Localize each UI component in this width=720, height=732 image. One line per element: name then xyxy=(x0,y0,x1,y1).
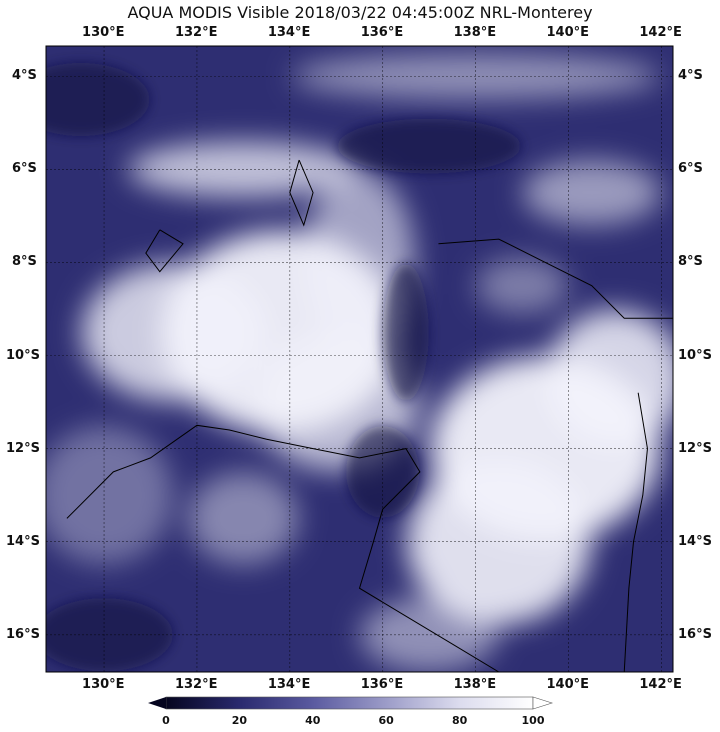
lat-label-left: 8°S xyxy=(12,254,37,270)
lon-label-top: 138°E xyxy=(453,25,497,40)
colorbar-tick-label: 20 xyxy=(232,714,248,727)
map-frame xyxy=(45,45,674,673)
cloud-imagery xyxy=(46,46,673,672)
lon-label-bottom: 142°E xyxy=(639,677,682,692)
lon-label-top: 142°E xyxy=(639,25,682,40)
figure-title: AQUA MODIS Visible 2018/03/22 04:45:00Z … xyxy=(127,3,593,22)
lat-label-right: 6°S xyxy=(678,161,703,177)
lon-label-top: 130°E xyxy=(82,25,125,40)
lon-label-bottom: 136°E xyxy=(360,677,404,692)
lon-label-top: 140°E xyxy=(546,25,590,40)
colorbar-extend-min xyxy=(148,697,166,709)
lon-label-bottom: 138°E xyxy=(453,677,497,692)
lon-label-top: 134°E xyxy=(267,25,311,40)
lat-label-right: 14°S xyxy=(678,533,712,549)
lon-label-bottom: 130°E xyxy=(82,677,125,692)
lat-label-left: 16°S xyxy=(6,626,40,642)
lon-label-bottom: 134°E xyxy=(267,677,311,692)
coastline xyxy=(145,229,184,273)
lat-label-left: 6°S xyxy=(12,161,37,177)
lat-label-right: 16°S xyxy=(678,626,712,642)
colorbar-tick-label: 0 xyxy=(162,714,170,727)
coastline xyxy=(289,159,314,227)
lat-label-left: 10°S xyxy=(6,347,40,363)
lat-label-left: 4°S xyxy=(12,68,37,84)
colorbar-tick-label: 60 xyxy=(379,714,395,727)
colorbar: 0 20 40 60 80 100 xyxy=(148,696,553,727)
colorbar-bar xyxy=(165,696,534,710)
lon-label-top: 136°E xyxy=(360,25,404,40)
coastline xyxy=(623,392,648,672)
lon-label-bottom: 132°E xyxy=(174,677,218,692)
lon-label-top: 132°E xyxy=(174,25,218,40)
lat-label-right: 4°S xyxy=(678,68,703,84)
lat-label-right: 8°S xyxy=(678,254,703,270)
colorbar-tick-label: 100 xyxy=(522,714,545,727)
lat-label-right: 10°S xyxy=(678,347,712,363)
colorbar-tick-label: 80 xyxy=(452,714,468,727)
lat-label-left: 14°S xyxy=(6,533,40,549)
colorbar-tick-label: 40 xyxy=(305,714,321,727)
colorbar-extend-max xyxy=(532,696,553,710)
lon-label-bottom: 140°E xyxy=(546,677,590,692)
lat-label-right: 12°S xyxy=(678,440,712,456)
lat-label-left: 12°S xyxy=(6,440,40,456)
